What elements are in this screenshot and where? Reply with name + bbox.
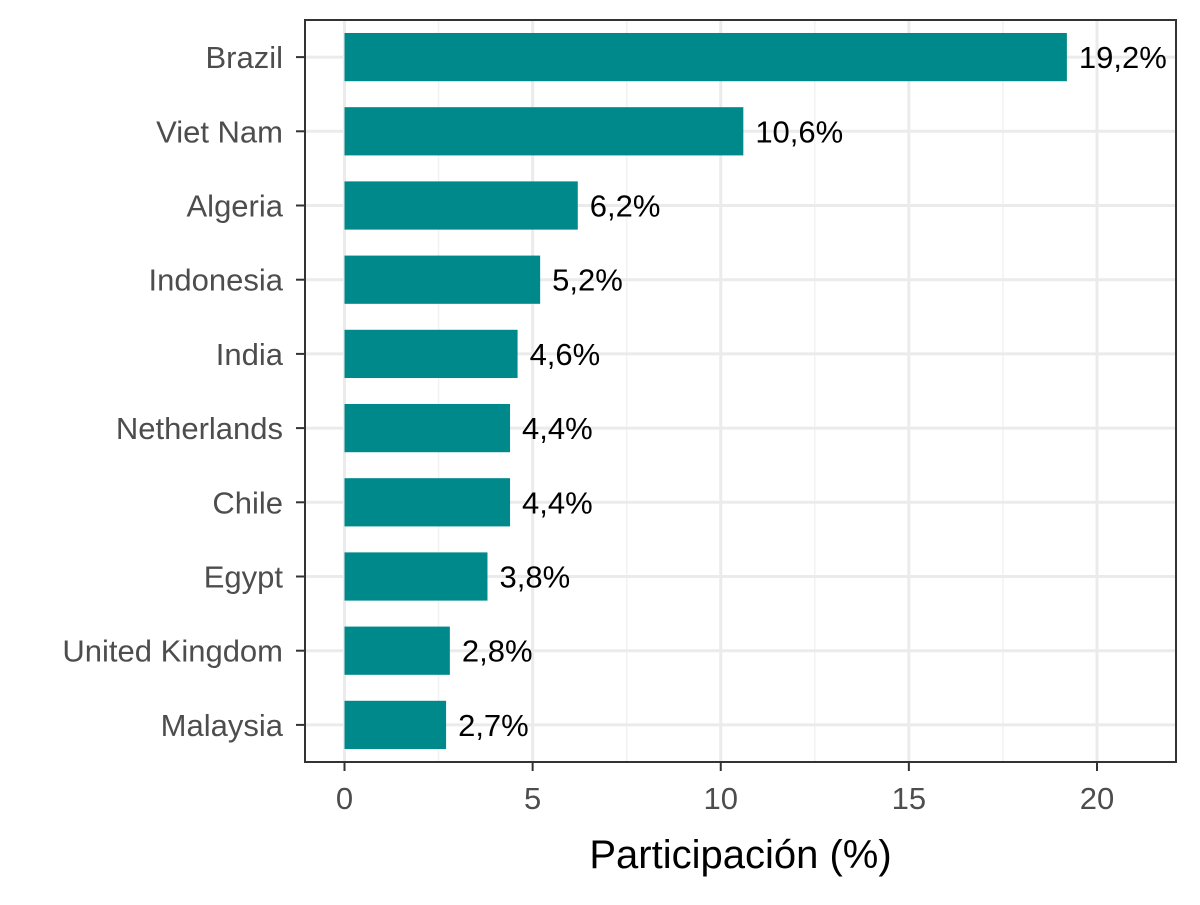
x-tick-label: 10 bbox=[704, 781, 738, 816]
y-tick-label: United Kingdom bbox=[62, 634, 283, 669]
x-tick-label: 20 bbox=[1080, 781, 1114, 816]
bar bbox=[344, 700, 447, 750]
y-tick-label: Netherlands bbox=[116, 411, 283, 446]
axes: Brazil Viet Nam Algeria Indonesia India Nethe… bbox=[62, 40, 1114, 816]
x-tick-label: 0 bbox=[336, 781, 353, 816]
y-tick-label: Viet Nam bbox=[156, 114, 283, 149]
bar bbox=[344, 32, 1067, 82]
data-labels: 19,2% 10,6% 6,2% 5,2% 4,6% 4,4% 4,4% 3,8% 2,8% 2,… bbox=[458, 40, 1167, 743]
y-tick-label: Malaysia bbox=[161, 708, 284, 743]
bar bbox=[344, 478, 511, 527]
y-tick-label: Algeria bbox=[187, 189, 284, 224]
data-label: 5,2% bbox=[552, 263, 623, 298]
y-tick-label: India bbox=[216, 337, 284, 372]
y-tick-label: Egypt bbox=[204, 560, 284, 595]
data-label: 4,6% bbox=[530, 337, 601, 372]
x-axis-title: Participación (%) bbox=[589, 833, 891, 877]
data-label: 2,8% bbox=[462, 634, 533, 669]
data-label: 3,8% bbox=[499, 560, 570, 595]
data-label: 4,4% bbox=[522, 485, 593, 520]
data-label: 4,4% bbox=[522, 411, 593, 446]
bar bbox=[344, 255, 541, 304]
data-label: 19,2% bbox=[1079, 40, 1167, 75]
panel-border bbox=[304, 19, 1177, 763]
bar bbox=[344, 181, 578, 230]
data-label: 6,2% bbox=[590, 189, 661, 224]
bar bbox=[344, 107, 744, 156]
bars bbox=[344, 32, 1067, 750]
y-tick-label: Chile bbox=[212, 485, 283, 520]
bar bbox=[344, 626, 450, 675]
data-label: 2,7% bbox=[458, 708, 529, 743]
x-tick-label: 5 bbox=[524, 781, 541, 816]
data-label: 10,6% bbox=[755, 114, 843, 149]
y-tick-label: Brazil bbox=[205, 40, 283, 75]
x-tick-label: 15 bbox=[892, 781, 926, 816]
y-tick-label: Indonesia bbox=[149, 263, 284, 298]
bar bbox=[344, 329, 518, 379]
bar bbox=[344, 552, 488, 601]
bar bbox=[344, 403, 511, 453]
